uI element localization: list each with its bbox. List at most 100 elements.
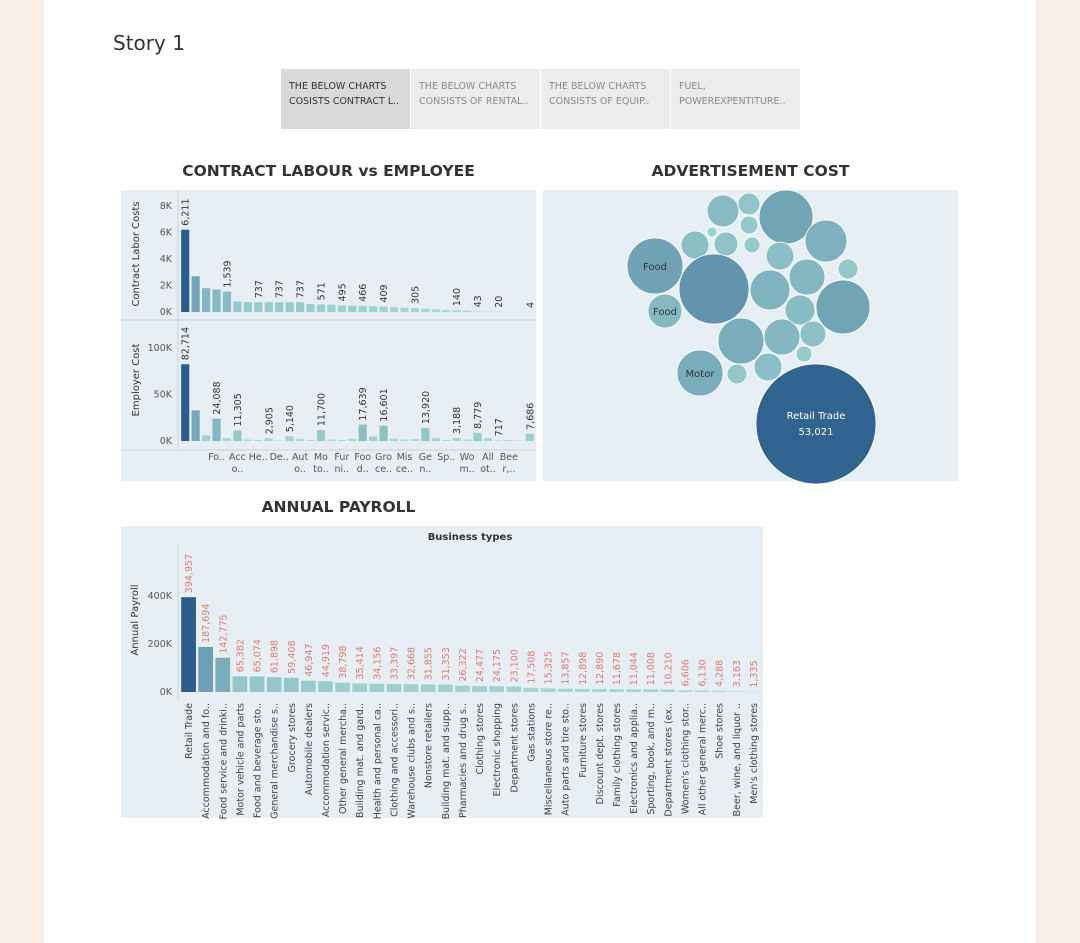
x-tick-label: Electronic shopping <box>492 703 503 796</box>
bar <box>306 440 315 441</box>
value-label: 11,305 <box>233 393 244 426</box>
bar <box>455 685 470 692</box>
x-tick-label: Women's clothing stor.. <box>680 703 691 814</box>
bubble <box>795 345 813 363</box>
y-axis-title: Employer Cost <box>131 343 142 416</box>
bar <box>327 439 336 441</box>
x-tick-label: Accommodation and fo.. <box>201 703 212 819</box>
value-label: 12,898 <box>578 652 589 685</box>
bubble <box>784 294 816 326</box>
value-label: 15,325 <box>544 651 555 684</box>
value-label: 61,898 <box>270 640 281 673</box>
x-tick-label: General merchandise s.. <box>270 703 281 819</box>
x-tick-label: Mo to.. <box>313 452 329 475</box>
bar <box>489 686 505 692</box>
story-tab[interactable]: FUEL, POWEREXPENTITURE.. <box>671 69 800 129</box>
bubble <box>739 215 759 235</box>
value-label: 11,008 <box>646 652 657 685</box>
bar <box>327 304 336 312</box>
bar <box>369 306 378 312</box>
x-tick-label: Food service and drinki.. <box>218 703 229 820</box>
x-tick-label: All other general merc.. <box>698 703 709 815</box>
bar <box>181 229 190 312</box>
x-tick-label: Auto parts and tire sto.. <box>561 703 572 816</box>
bar <box>202 288 211 312</box>
y-tick-label: 400K <box>148 591 173 602</box>
bubble-label: Motor <box>686 369 716 380</box>
chart-title: ADVERTISEMENT COST <box>651 162 850 180</box>
bar <box>243 302 252 312</box>
bar <box>348 305 357 312</box>
bar <box>233 430 242 441</box>
bar <box>191 276 200 312</box>
value-label: 409 <box>379 284 390 302</box>
x-tick-label: Pharmacies and drug s.. <box>458 703 469 818</box>
x-tick-label: De.. <box>269 452 289 463</box>
bubble <box>737 192 761 216</box>
x-tick-label: All ot.. <box>480 452 496 475</box>
bar <box>358 424 367 441</box>
bar <box>694 690 710 692</box>
bar <box>318 681 333 692</box>
bar <box>452 310 461 312</box>
value-label: 11,044 <box>629 652 640 685</box>
bar <box>191 410 200 441</box>
value-label: 6,211 <box>181 199 192 226</box>
bar <box>400 307 409 312</box>
bubble-value: 53,021 <box>799 427 834 438</box>
value-label: 3,188 <box>452 407 463 434</box>
bar <box>264 302 273 312</box>
bar <box>592 688 607 692</box>
value-label: 4,288 <box>715 660 726 687</box>
value-label: 13,920 <box>421 391 432 424</box>
bar <box>523 687 539 692</box>
x-tick-label: Acc o.. <box>229 452 246 475</box>
bar <box>389 307 399 312</box>
value-label: 11,700 <box>316 393 327 426</box>
x-tick-label: Men's clothing stores <box>749 703 760 804</box>
bubble-label: Food <box>653 307 677 318</box>
x-tick-label: Bee r,.. <box>499 452 518 475</box>
value-label: 6,130 <box>698 659 709 686</box>
bubble <box>678 253 750 325</box>
x-tick-label: Family clothing stores <box>612 703 623 807</box>
value-label: 46,947 <box>304 643 315 676</box>
x-tick-label: Sp.. <box>437 452 456 463</box>
bubble <box>706 226 718 238</box>
bar <box>233 301 242 312</box>
bar <box>442 309 451 312</box>
value-label: 3,163 <box>732 660 743 687</box>
bar <box>254 302 263 312</box>
bubble <box>647 293 683 329</box>
bar <box>473 432 482 441</box>
y-tick-label: 50K <box>154 390 173 401</box>
bar <box>181 597 196 692</box>
bubble <box>743 236 761 254</box>
story-tab[interactable]: THE BELOW CHARTS CONSISTS OF EQUIP.. <box>541 69 670 129</box>
story-tab[interactable]: THE BELOW CHARTS COSISTS CONTRACT L.. <box>281 69 410 129</box>
bar <box>403 684 419 692</box>
value-label: 24,477 <box>475 649 486 682</box>
x-tick-label: Department stores (ex.. <box>663 703 674 817</box>
bar <box>275 302 284 312</box>
value-label: 6,606 <box>680 659 691 686</box>
value-label: 38,798 <box>338 645 349 678</box>
bar <box>296 439 305 441</box>
y-axis-title: Annual Payroll <box>130 584 141 655</box>
value-label: 5,140 <box>285 405 296 432</box>
bar <box>181 364 190 441</box>
bubble <box>726 363 748 385</box>
x-tick-label: Discount dept. stores <box>595 703 606 804</box>
y-axis-title: Contract Labor Costs <box>131 201 142 306</box>
value-label: 142,775 <box>218 614 229 653</box>
value-label: 13,857 <box>561 651 572 684</box>
bar <box>421 308 430 312</box>
story-tab[interactable]: THE BELOW CHARTS CONSISTS OF RENTAL.. <box>411 69 540 129</box>
bar <box>337 305 346 312</box>
x-tick-label: Foo d.. <box>354 452 372 475</box>
bubble <box>804 219 848 263</box>
x-tick-label: Retail Trade <box>184 703 195 759</box>
x-tick-label: Clothing and accessori.. <box>389 703 400 817</box>
contract-panel <box>121 190 536 481</box>
bar <box>358 305 367 312</box>
